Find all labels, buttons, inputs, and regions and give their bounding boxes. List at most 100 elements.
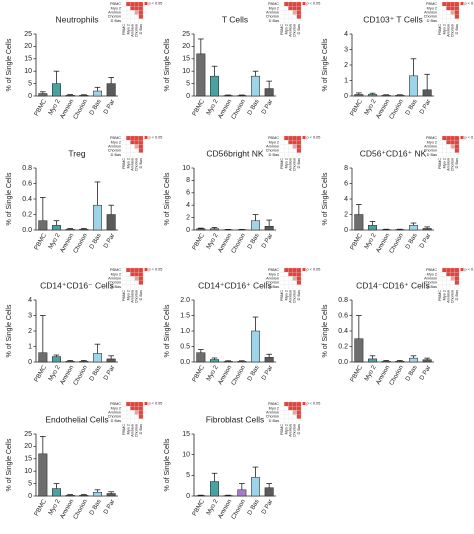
inset-cell xyxy=(126,148,131,153)
panel-title: CD103⁺ T Cells xyxy=(363,14,422,24)
inset-cell xyxy=(442,1,447,7)
x-tick-label: PBMC xyxy=(33,498,48,517)
inset-cell xyxy=(279,135,285,141)
inset-cell xyxy=(288,284,293,290)
inset-cell xyxy=(288,148,293,153)
inset-cell xyxy=(138,1,144,7)
y-tick-label: 10 xyxy=(182,68,190,75)
inset-cell xyxy=(126,1,131,7)
y-tick-label: 0 xyxy=(186,93,190,100)
inset-cell xyxy=(134,14,139,19)
inset-legend-swatch xyxy=(144,136,148,139)
inset-row-label: Amnion xyxy=(266,145,279,149)
inset-cell xyxy=(130,14,135,19)
inset-col-label: Amnion xyxy=(289,290,293,303)
inset-cell xyxy=(130,276,135,281)
inset-cell xyxy=(437,6,443,11)
inset-legend-swatch xyxy=(460,2,464,5)
x-tick-label: D Bas xyxy=(246,498,260,516)
inset-cell xyxy=(450,144,455,149)
y-tick-label: 2 xyxy=(28,328,32,335)
inset-cell xyxy=(138,14,144,19)
inset-cell xyxy=(446,6,451,11)
x-tick-label: D Bas xyxy=(88,232,102,250)
bar xyxy=(264,88,274,97)
inset-cell xyxy=(446,272,451,277)
inset-cell xyxy=(450,140,455,145)
y-axis-label: % of Single Cells xyxy=(6,438,13,491)
inset-col-label: D Bas xyxy=(297,158,301,168)
inset-cell xyxy=(442,14,447,19)
inset-cell xyxy=(450,18,455,24)
inset-legend: p < 0.05 xyxy=(149,402,163,406)
inset-cell xyxy=(126,6,131,11)
inset-cell xyxy=(292,410,297,415)
inset-cell xyxy=(454,152,460,158)
bar xyxy=(52,83,61,97)
inset-cell xyxy=(284,280,289,285)
inset-cell xyxy=(292,14,297,19)
inset-cell xyxy=(288,406,293,411)
inset-cell xyxy=(121,144,127,149)
inset-cell xyxy=(442,276,447,281)
bar xyxy=(409,75,418,97)
y-tick-label: 3 xyxy=(28,312,32,319)
inset-cell xyxy=(126,410,131,415)
panel-title: CD56bright NK xyxy=(206,148,263,158)
y-tick-label: 6 xyxy=(344,180,348,187)
y-tick-label: 20 xyxy=(182,43,190,50)
x-tick-label: D Bas xyxy=(246,98,260,116)
x-tick-label: Chorion xyxy=(72,498,89,521)
inset-cell xyxy=(296,10,302,15)
y-tick-label: 2 xyxy=(186,214,190,221)
y-tick-label: 4 xyxy=(344,31,348,38)
inset-cell xyxy=(296,418,302,424)
y-tick-label: 0 xyxy=(186,493,190,500)
inset-cell xyxy=(446,1,451,7)
inset-cell xyxy=(138,6,144,11)
inset-cell xyxy=(138,152,144,158)
inset-col-label: PBMC xyxy=(122,424,126,435)
inset-cell xyxy=(450,10,455,15)
y-axis-label: % of Single Cells xyxy=(164,304,171,357)
bar xyxy=(210,359,219,363)
inset-col-label: Chorion xyxy=(451,158,455,171)
inset-cell xyxy=(134,410,139,415)
inset-cell xyxy=(437,135,443,141)
inset-legend: p < 0.05 xyxy=(149,268,163,272)
y-tick-label: 15 xyxy=(24,456,32,463)
y-tick-label: 15 xyxy=(182,56,190,63)
inset-col-label: PBMC xyxy=(280,424,284,435)
inset-cell xyxy=(279,267,285,273)
inset-cell xyxy=(284,276,289,281)
inset-cell xyxy=(126,401,131,407)
inset-legend-swatch xyxy=(144,2,148,5)
inset-cell xyxy=(437,284,443,290)
inset-legend-swatch xyxy=(302,402,306,405)
inset-cell xyxy=(437,148,443,153)
inset-cell xyxy=(442,267,447,273)
inset-cell xyxy=(446,14,451,19)
y-tick-label: 0.6 xyxy=(22,180,32,187)
y-tick-label: 0 xyxy=(344,227,348,234)
y-tick-label: 10 xyxy=(24,468,32,475)
inset-row-label: Myo 2 xyxy=(111,140,121,144)
inset-cell xyxy=(138,284,144,290)
panel-title: Fibroblast Cells xyxy=(206,414,265,424)
inset-legend: p < 0.05 xyxy=(307,2,321,6)
bar xyxy=(106,358,116,363)
y-tick-label: 5 xyxy=(28,480,32,487)
inset-cell xyxy=(126,152,131,158)
inset-cell xyxy=(296,152,302,158)
x-tick-label: D Bas xyxy=(246,232,260,250)
inset-cell xyxy=(126,406,131,411)
bar xyxy=(409,225,418,231)
inset-row-label: Chorion xyxy=(424,149,437,153)
inset-cell xyxy=(121,276,127,281)
inset-cell xyxy=(296,135,302,141)
inset-col-label: Amnion xyxy=(447,24,451,37)
panel: Fibroblast Cells % of Single Cells 0 5 10 15 P… xyxy=(164,402,321,521)
inset-cell xyxy=(296,280,302,285)
inset-cell xyxy=(138,410,144,415)
